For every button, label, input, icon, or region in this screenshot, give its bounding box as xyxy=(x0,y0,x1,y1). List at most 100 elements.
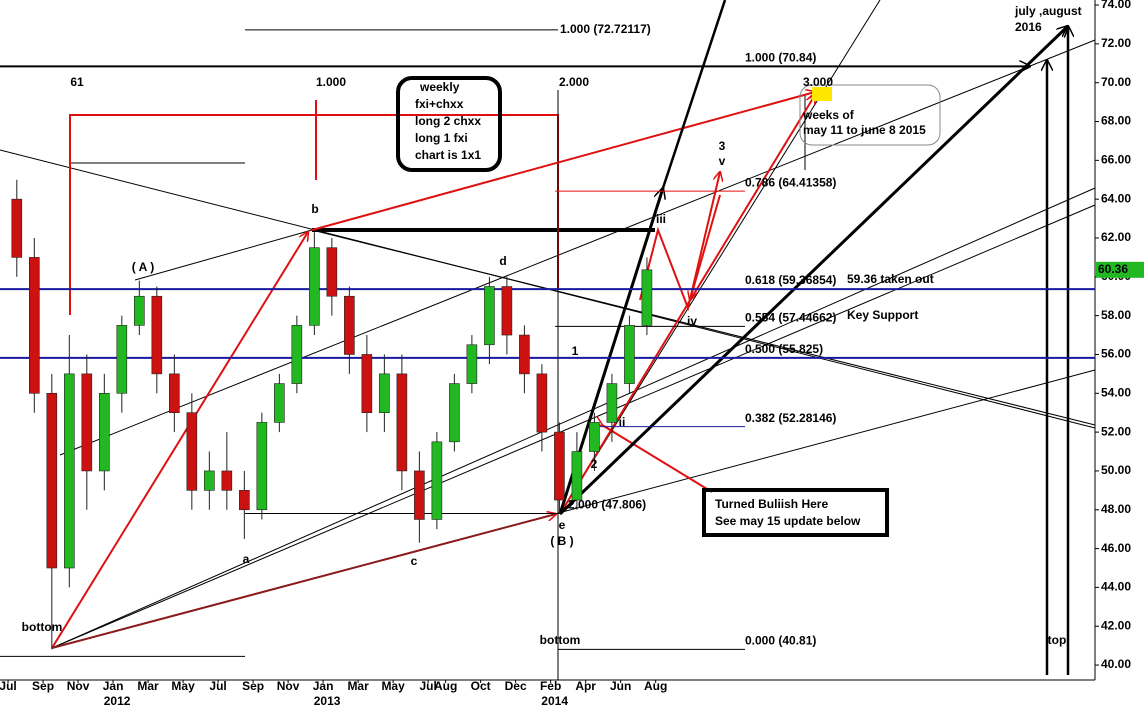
drawings xyxy=(0,0,1096,681)
arrow xyxy=(51,514,556,649)
candle-body xyxy=(81,373,93,472)
annotation: a xyxy=(243,552,250,566)
fib-label: 0.382 (52.28146) xyxy=(745,411,836,425)
fib-label: 0.000 (40.81) xyxy=(745,634,816,648)
annotation: c xyxy=(411,554,418,568)
candle-body xyxy=(204,470,215,491)
y-tick-label: 72.00 xyxy=(1101,36,1131,50)
x-tick-label: Jan xyxy=(103,679,124,693)
arrow xyxy=(51,232,308,649)
candle-body xyxy=(484,286,495,346)
candle-body xyxy=(11,198,23,258)
trend-line xyxy=(51,204,1096,649)
candle-body xyxy=(641,269,653,326)
x-tick-label: May xyxy=(381,679,405,693)
annotation: 1.000 xyxy=(316,75,346,89)
candle-body xyxy=(64,373,75,569)
candle-body xyxy=(379,373,390,413)
annotation: iii xyxy=(656,212,666,226)
y-tick-label: 56.00 xyxy=(1101,347,1131,361)
annotation: 61 xyxy=(70,75,84,89)
y-tick-label: 64.00 xyxy=(1101,191,1131,205)
trend-line xyxy=(134,229,313,281)
x-tick-label: Jul xyxy=(419,679,436,693)
last-price-box xyxy=(1096,261,1144,278)
candle-body xyxy=(221,470,233,491)
y-tick-label: 44.00 xyxy=(1101,580,1131,594)
candle-body xyxy=(449,383,460,443)
x-tick-label: Mar xyxy=(347,679,369,693)
candle-body xyxy=(536,373,548,433)
x-tick-label: Sep xyxy=(32,679,54,693)
x-tick-label: Aug xyxy=(434,679,457,693)
y-tick-label: 48.00 xyxy=(1101,502,1131,516)
note-text: weekly xyxy=(419,80,460,94)
y-tick-label: 40.00 xyxy=(1101,657,1131,671)
annotation: ( B ) xyxy=(550,534,573,548)
candle-body xyxy=(431,441,443,520)
candle-body xyxy=(169,373,180,413)
candle-body xyxy=(414,470,425,520)
year-label: 2012 xyxy=(104,694,131,708)
note-box xyxy=(702,488,889,537)
y-tick-label: 62.00 xyxy=(1101,230,1131,244)
y-tick-label: 52.00 xyxy=(1101,424,1131,438)
note-text: See may 15 update below xyxy=(715,514,861,528)
fib-label: 2.000 (47.806) xyxy=(568,498,646,512)
x-tick-label: Aug xyxy=(644,679,667,693)
candle-body xyxy=(116,325,128,394)
x-tick-label: Sep xyxy=(242,679,264,693)
candle-body xyxy=(344,295,355,355)
arrow xyxy=(558,26,1068,516)
fib-label: 1.000 (70.84) xyxy=(745,51,816,65)
y-tick-label: 46.00 xyxy=(1101,541,1131,555)
annotation: 2.000 xyxy=(559,75,589,89)
note-box xyxy=(396,76,502,172)
candle-body xyxy=(396,373,408,472)
x-tick-label: Nov xyxy=(67,679,90,693)
arrow xyxy=(601,424,713,493)
annotation: ii xyxy=(619,415,626,429)
candle-body xyxy=(29,257,40,394)
candle-body xyxy=(256,422,268,511)
candle-body xyxy=(151,295,163,375)
annotation: bottom xyxy=(22,620,63,634)
note-text: long 1 fxi xyxy=(415,131,468,145)
candle-body xyxy=(519,334,530,375)
annotation: 3.000 xyxy=(803,75,833,89)
target-marker xyxy=(812,87,832,101)
note-text: may 11 to june 8 2015 xyxy=(803,123,926,137)
trend-line xyxy=(51,187,1096,649)
annotation: ( A ) xyxy=(132,260,154,274)
candle-body xyxy=(186,412,198,491)
x-tick-label: Jul xyxy=(209,679,226,693)
candle-body xyxy=(466,344,478,384)
candle-body xyxy=(361,354,373,413)
arrow xyxy=(311,92,815,231)
candle-body xyxy=(274,383,285,423)
x-tick-label: Nov xyxy=(277,679,300,693)
annotation: Key Support xyxy=(847,308,918,322)
candle-body xyxy=(239,490,250,511)
candle-body xyxy=(134,295,145,326)
annotation: 1 xyxy=(572,344,579,358)
candle-body xyxy=(571,451,583,501)
candle-body xyxy=(589,422,600,452)
candle-body xyxy=(99,392,110,472)
annotation: d xyxy=(499,254,506,268)
note-text: 2016 xyxy=(1015,20,1042,34)
x-tick-label: May xyxy=(171,679,195,693)
trend-line xyxy=(311,229,1096,426)
annotation: bottom xyxy=(540,633,581,647)
trend-line xyxy=(559,0,881,515)
y-tick-label: 42.00 xyxy=(1101,618,1131,632)
x-tick-label: Feb xyxy=(540,679,561,693)
candle-body xyxy=(291,325,303,384)
fib-label: 0.554 (57.44662) xyxy=(745,311,836,325)
x-tick-label: Mar xyxy=(137,679,159,693)
y-tick-label: 54.00 xyxy=(1101,385,1131,399)
y-tick-label: 50.00 xyxy=(1101,463,1131,477)
note-box xyxy=(799,84,941,146)
annotation: e xyxy=(559,518,566,532)
